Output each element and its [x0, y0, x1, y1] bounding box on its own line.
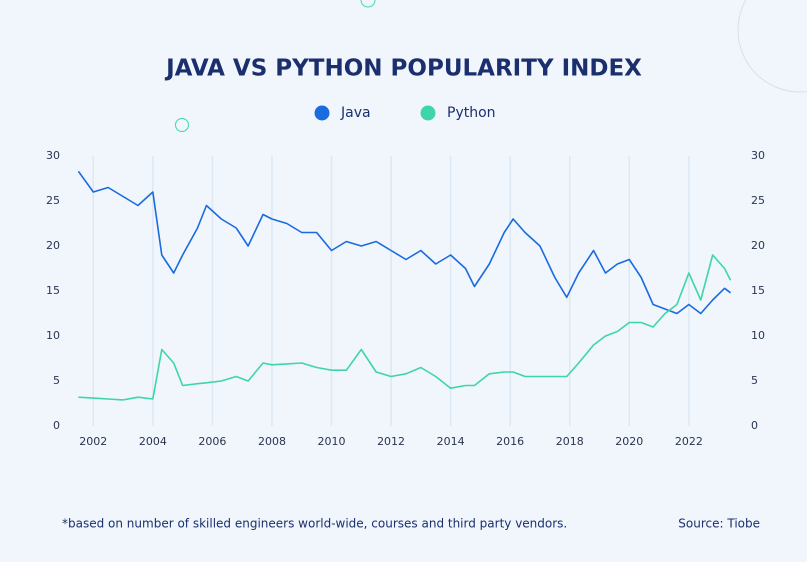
x-tick-label: 2014 [437, 435, 465, 448]
decoration [737, 0, 807, 93]
x-tick-label: 2018 [556, 435, 584, 448]
legend-marker [420, 105, 436, 121]
chart-title: JAVA VS PYTHON POPULARITY INDEX [164, 56, 642, 82]
y-tick-label: 0 [53, 419, 60, 432]
x-tick-label: 2010 [318, 435, 346, 448]
x-tick-label: 2006 [198, 435, 226, 448]
x-tick-label: 2022 [675, 435, 703, 448]
series-line [78, 254, 732, 401]
decoration [175, 118, 189, 132]
y-tick-label: 15 [46, 284, 60, 297]
series-line [77, 170, 732, 315]
y2-tick-label: 0 [751, 419, 758, 432]
legend-label: Python [447, 105, 496, 121]
decoration [360, 0, 376, 8]
x-tick-label: 2002 [79, 435, 107, 448]
y2-tick-label: 25 [751, 194, 765, 207]
x-tick-label: 2016 [496, 435, 524, 448]
footnote: *based on number of skilled engineers wo… [62, 517, 567, 531]
y-tick-label: 25 [46, 194, 60, 207]
x-tick-label: 2012 [377, 435, 405, 448]
x-tick-label: 2008 [258, 435, 286, 448]
y2-tick-label: 30 [751, 149, 765, 162]
y2-tick-label: 15 [751, 284, 765, 297]
y2-tick-label: 5 [751, 374, 758, 387]
y-tick-label: 20 [46, 239, 60, 252]
y-tick-label: 10 [46, 329, 60, 342]
x-tick-label: 2020 [615, 435, 643, 448]
y2-tick-label: 10 [751, 329, 765, 342]
y-tick-label: 30 [46, 149, 60, 162]
y-tick-label: 5 [53, 374, 60, 387]
x-tick-label: 2004 [139, 435, 167, 448]
y2-tick-label: 20 [751, 239, 765, 252]
source: Source: Tiobe [678, 517, 760, 531]
legend-label: Java [340, 105, 371, 121]
legend-marker [314, 105, 330, 121]
